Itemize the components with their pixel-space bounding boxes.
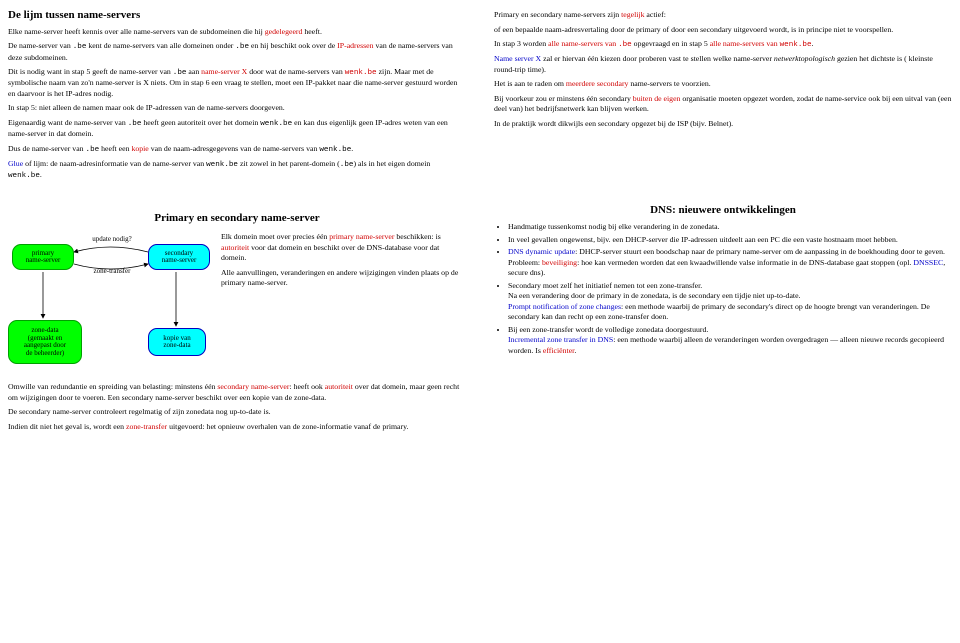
q3-p5: Indien dit niet het geval is, wordt een … — [8, 422, 466, 433]
q4-b3: DNS dynamic update: DHCP-server stuurt e… — [508, 247, 952, 279]
q2-p1: Primary en secondary name-servers zijn t… — [494, 10, 952, 21]
q1-p6: Dus de name-server van .be heeft een kop… — [8, 144, 466, 155]
box-primary: primary name-server — [12, 244, 74, 270]
q3-p3: Omwille van redundantie en spreiding van… — [8, 382, 466, 403]
label-update: update nodig? — [82, 236, 142, 244]
slide-dns-developments: DNS: nieuwere ontwikkelingen Handmatige … — [494, 203, 952, 436]
q2-p6: Bij voorkeur zou er minstens één seconda… — [494, 94, 952, 115]
q2-p2: of een bepaalde naam-adresvertaling door… — [494, 25, 952, 36]
diagram: primary name-server secondary name-serve… — [8, 230, 213, 380]
q1-p1: Elke name-server heeft kennis over alle … — [8, 27, 466, 38]
title-q1: De lijm tussen name-servers — [8, 8, 466, 23]
label-zonetransfer: zone-transfer — [82, 268, 142, 276]
q4-b2: In veel gevallen ongewenst, bijv. een DH… — [508, 235, 952, 246]
title-q3: Primary en secondary name-server — [8, 211, 466, 226]
title-q4: DNS: nieuwere ontwikkelingen — [494, 203, 952, 218]
q2-p5: Het is aan te raden om meerdere secondar… — [494, 79, 952, 90]
slide-glue: De lijm tussen name-servers Elke name-se… — [8, 8, 466, 185]
q3-p4: De secondary name-server controleert reg… — [8, 407, 466, 418]
q1-p7: Glue of lijm: de naam-adresinformatie va… — [8, 159, 466, 182]
q2-p4: Name server X zal er hiervan één kiezen … — [494, 54, 952, 75]
q4-b5: Bij een zone-transfer wordt de volledige… — [508, 325, 952, 357]
q1-p4: In stap 5: niet alleen de namen maar ook… — [8, 103, 466, 114]
q1-p5: Eigenaardig want de name-server van .be … — [8, 118, 466, 140]
q1-p3: Dit is nodig want in stap 5 geeft de nam… — [8, 67, 466, 99]
q4-b4: Secondary moet zelf het initiatief nemen… — [508, 281, 952, 323]
box-zonedata-blue: kopie van zone-data — [148, 328, 206, 356]
q1-p2: De name-server van .be kent de name-serv… — [8, 41, 466, 63]
slide-primary-secondary-diagram: Primary en secondary name-server — [8, 203, 466, 436]
q4-b1: Handmatige tussenkomst nodig bij elke ve… — [508, 222, 952, 233]
box-zonedata-green: zone-data (gemaakt en aangepast door de … — [8, 320, 82, 364]
q2-p7: In de praktijk wordt dikwijls een second… — [494, 119, 952, 130]
q3-right-text: Elk domein moet over precies één primary… — [221, 230, 466, 293]
box-secondary: secondary name-server — [148, 244, 210, 270]
q2-p3: In stap 3 worden alle name-servers van .… — [494, 39, 952, 50]
q4-list: Handmatige tussenkomst nodig bij elke ve… — [494, 222, 952, 356]
slide-primary-secondary-notes: Primary en secondary name-servers zijn t… — [494, 8, 952, 185]
